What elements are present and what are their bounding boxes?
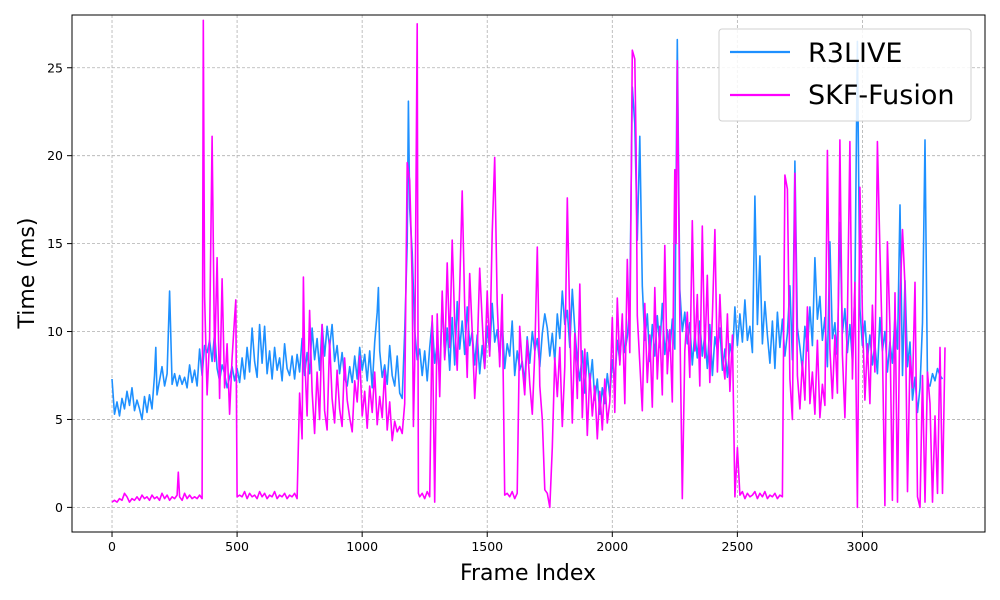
y-tick-label: 25 [47,60,63,75]
x-tick-label: 1500 [471,539,503,554]
legend-label-r3live: R3LIVE [808,38,902,69]
y-tick-label: 20 [47,148,63,163]
y-axis: 0 5 10 15 20 25 [47,60,72,515]
x-axis: 0 500 1000 1500 2000 2500 3000 [108,532,878,554]
x-axis-label: Frame Index [460,561,596,586]
plot-frame [71,14,986,533]
x-tick-label: 2000 [596,539,628,554]
y-tick-label: 15 [47,236,63,251]
y-axis-label: Time (ms) [15,218,40,330]
series-lines [111,19,946,509]
x-tick-label: 1000 [346,539,378,554]
x-tick-label: 500 [225,539,249,554]
legend-label-skf-fusion: SKF-Fusion [808,80,954,111]
x-tick-label: 3000 [847,539,879,554]
y-tick-label: 10 [47,324,63,339]
y-tick-label: 5 [55,412,63,427]
x-tick-label: 0 [108,539,116,554]
x-tick-label: 2500 [721,539,753,554]
legend: R3LIVE SKF-Fusion [718,28,972,122]
series-line-skf-fusion [111,19,946,509]
y-tick-label: 0 [55,500,63,515]
